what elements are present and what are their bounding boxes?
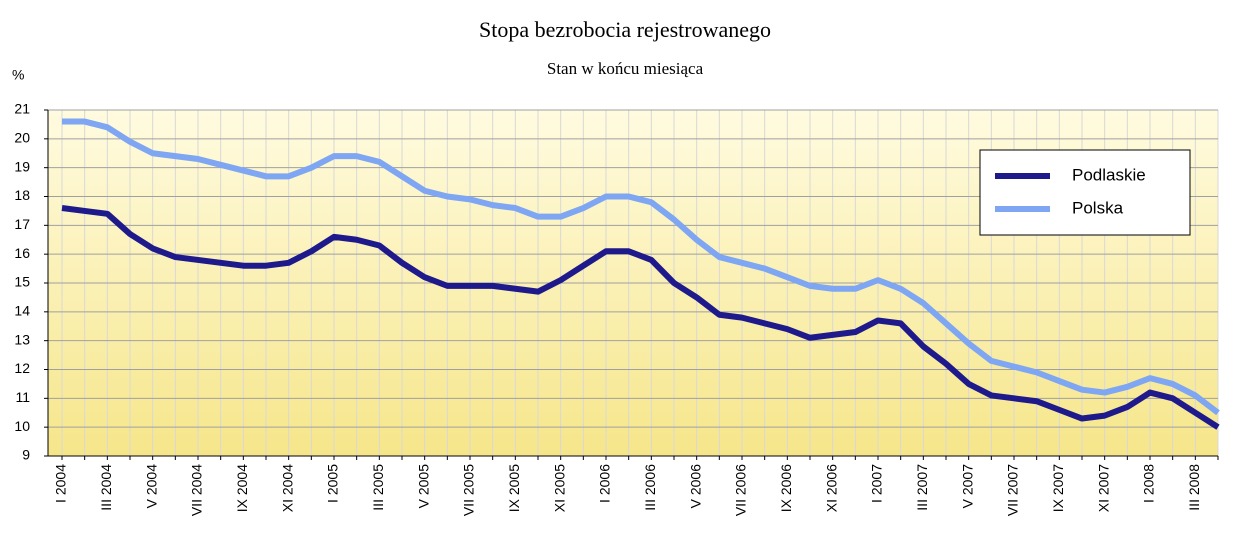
x-tick-label: VII 2006 xyxy=(733,464,749,516)
x-tick-label: V 2004 xyxy=(143,464,159,509)
y-tick-label: 9 xyxy=(22,447,30,463)
x-tick-label: VII 2004 xyxy=(189,464,205,516)
x-tick-label: XI 2006 xyxy=(823,464,839,512)
y-tick-label: 18 xyxy=(14,187,30,203)
y-tick-label: 10 xyxy=(14,418,30,434)
y-tick-label: 11 xyxy=(15,389,30,405)
y-tick-label: 12 xyxy=(14,360,30,376)
chart-subtitle: Stan w końcu miesiąca xyxy=(547,59,704,78)
y-axis-label: % xyxy=(12,67,24,83)
x-tick-label: IX 2006 xyxy=(778,464,794,512)
y-tick-label: 15 xyxy=(14,274,30,290)
x-tick-label: I 2007 xyxy=(869,464,885,503)
x-tick-label: XI 2007 xyxy=(1095,464,1111,512)
series-line xyxy=(61,205,1220,430)
x-tick-label: III 2008 xyxy=(1186,464,1202,511)
chart-title: Stopa bezrobocia rejestrowanego xyxy=(479,17,771,42)
x-tick-label: XI 2004 xyxy=(279,464,295,512)
legend-label: Podlaskie xyxy=(1072,165,1146,184)
x-tick-label: III 2004 xyxy=(98,464,114,511)
x-tick-label: VII 2007 xyxy=(1005,464,1021,516)
x-tick-label: XI 2005 xyxy=(551,464,567,512)
y-tick-label: 14 xyxy=(14,303,30,319)
x-tick-label: III 2007 xyxy=(914,464,930,511)
y-tick-label: 16 xyxy=(14,245,30,261)
legend-label: Polska xyxy=(1072,198,1124,217)
x-tick-label: V 2007 xyxy=(959,464,975,509)
y-tick-label: 17 xyxy=(14,216,30,232)
y-tick-label: 21 xyxy=(14,101,30,117)
x-tick-label: V 2006 xyxy=(687,464,703,509)
x-tick-label: V 2005 xyxy=(415,464,431,509)
series-line xyxy=(62,118,1220,416)
x-tick-label: IX 2004 xyxy=(234,464,250,512)
x-tick-label: IX 2005 xyxy=(506,464,522,512)
y-tick-label: 20 xyxy=(14,130,30,146)
legend: Podlaskie Polska xyxy=(979,149,1191,236)
x-tick-label: I 2005 xyxy=(325,464,341,503)
x-tick-label: I 2004 xyxy=(53,464,69,503)
x-tick-label: III 2006 xyxy=(642,464,658,511)
y-tick-label: 13 xyxy=(14,331,30,347)
y-tick-label: 19 xyxy=(14,158,30,174)
legend-box xyxy=(979,149,1191,236)
x-tick-label: III 2005 xyxy=(370,464,386,511)
x-tick-label: VII 2005 xyxy=(461,464,477,516)
x-tick-label: I 2008 xyxy=(1141,464,1157,503)
x-tick-label: I 2006 xyxy=(597,464,613,503)
x-tick-label: IX 2007 xyxy=(1050,464,1066,512)
